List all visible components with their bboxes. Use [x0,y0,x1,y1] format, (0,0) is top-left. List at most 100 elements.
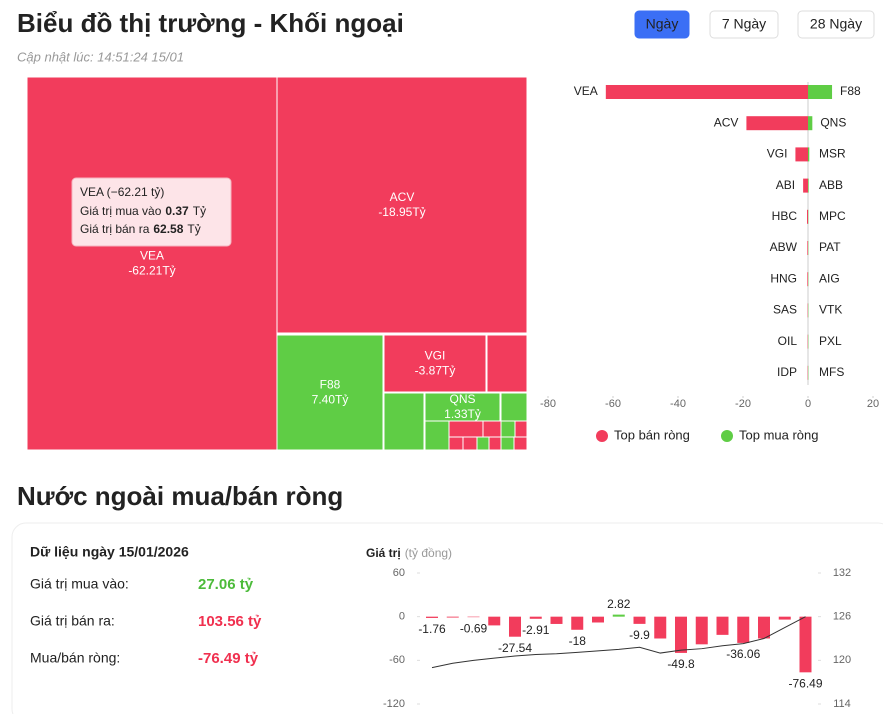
y-axis-title: Giá trị (tỷ đồng) [366,546,452,560]
bar [695,616,708,645]
y-tick-label: -120 [383,698,405,710]
treemap-small-tile [500,392,528,422]
treemap-tile [276,76,528,334]
bar-category: PAT [819,240,841,254]
summary-card [11,522,883,714]
bar [746,116,808,131]
summary-label: Giá trị bán ra: [30,613,115,629]
tab-button[interactable] [634,10,690,39]
bar [778,616,791,620]
treemap-tile [424,392,501,422]
tile-value: -62.21Tỷ [128,264,175,278]
tab-button[interactable] [797,10,875,39]
bar-category: ABB [819,178,843,192]
y-tick-label: 0 [399,611,405,623]
summary-value: 27.06 tỷ [198,576,254,593]
summary-label: Giá trị mua vào: [30,576,129,592]
tab-label[interactable]: 28 Ngày [810,16,862,32]
bar [446,616,459,618]
treemap-small-tile [500,420,516,438]
updated-time: Cập nhật lúc: 14:51:24 15/01 [17,49,184,64]
bar-value-label: -76.49 [788,677,822,691]
y-tick-label: 60 [393,567,405,579]
bar [426,616,438,618]
treemap-small-tile [513,436,528,451]
bar [803,178,808,193]
bar-category: F88 [840,84,861,98]
summary-value: -76.49 tỷ [198,650,259,667]
treemap-tile [26,76,278,451]
tile-value: 1.33Tỷ [444,407,481,421]
summary-value: 103.56 tỷ [198,613,262,630]
bar-value-label: -9.9 [629,628,650,642]
tooltip-unit: Tỷ [193,204,206,218]
treemap-small-tile [500,436,515,451]
tile-name: QNS [449,392,475,406]
bar-value-label: -27.54 [498,641,532,655]
bar-category: QNS [820,115,846,129]
tooltip-row: Giá trị bán ra 62.58 Tỷ [80,222,201,236]
tooltip-value: 62.58 [153,222,183,236]
bar-category: ABW [770,240,798,254]
bar-category: ACV [714,115,739,129]
tooltip-row: Giá trị mua vào 0.37 Tỷ [80,204,206,218]
x-tick-label: -80 [540,398,556,410]
bar [509,616,521,637]
legend-label: Top bán ròng [614,427,690,442]
bar [795,147,808,162]
x-tick-label: 20 [867,398,879,410]
bar [808,147,810,162]
bar-category: HBC [772,209,798,223]
treemap-small-tile [488,436,502,451]
y2-tick-label: 120 [833,654,851,666]
treemap-small-tile [462,436,478,451]
bar-category: HNG [770,271,797,285]
bar [808,178,809,193]
bar-category: VEA [574,84,598,98]
tile-name: ACV [390,190,415,204]
treemap-small-tile [448,436,464,451]
tile-name: VEA [140,249,164,263]
tab-label[interactable]: Ngày [646,16,679,32]
legend-swatch [721,430,733,442]
bar [571,616,584,630]
y2-tick-label: 132 [833,567,851,579]
bar-category: IDP [777,365,797,379]
bar-category: MFS [819,365,844,379]
y-label: Giá trị [366,546,401,560]
bar-value-label: -2.91 [522,623,550,637]
bar [807,209,808,224]
tooltip-title: VEA (−62.21 tỷ) [80,185,164,199]
tab-label[interactable]: 7 Ngày [722,16,766,32]
bar [716,616,729,635]
bar-value-label: -18 [569,634,587,648]
treemap-small-tile [476,436,490,451]
bar-category: ABI [776,178,795,192]
bar [654,616,667,639]
page-title: Biểu đồ thị trường - Khối ngoại [17,8,404,38]
tab-button[interactable] [709,10,779,39]
bar-value-label: -36.06 [726,647,760,661]
y-tick-label: -60 [389,654,405,666]
treemap-small-tile [383,392,425,451]
bar [633,616,646,624]
x-tick-label: -60 [605,398,621,410]
bar-category: VTK [819,303,842,317]
bar-category: SAS [773,303,797,317]
tile-value: 7.40Tỷ [312,393,349,407]
treemap-small-tile [482,420,502,438]
bar-value-label: -0.69 [460,621,488,635]
tile-value: -18.95Tỷ [378,205,425,219]
bar-category: OIL [778,334,798,348]
bar [807,272,808,287]
x-tick-label: -20 [735,398,751,410]
bar [758,616,770,639]
treemap-small-tile [514,420,528,438]
bar-value-label: 2.82 [607,597,631,611]
bar [467,616,480,618]
bar-category: AIG [819,271,840,285]
bar-category: MPC [819,209,846,223]
card-title: Dữ liệu ngày 15/01/2026 [30,544,189,560]
bar-category: MSR [819,147,846,161]
x-tick-label: 0 [805,398,811,410]
